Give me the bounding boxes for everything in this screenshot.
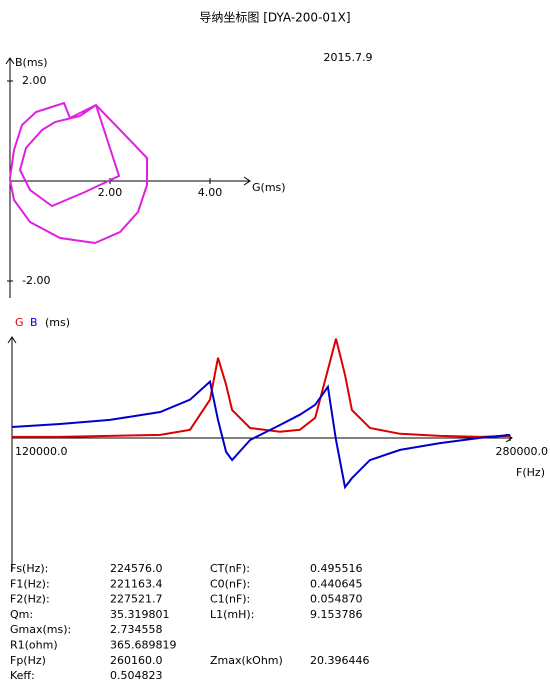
series-line [11,379,511,490]
param-label: Fs(Hz): [10,562,48,575]
param-label: R1(ohm) [10,639,58,652]
param-value: 0.440645 [310,577,363,590]
param-label: Keff: [10,669,35,682]
date: 2015.7.9 [324,51,373,64]
y-axis-label: B(ms) [15,56,48,69]
param-label: C1(nF): [210,593,250,606]
legend-label: B [30,316,38,329]
param-label: Gmax(ms): [10,623,71,636]
param-value: 260160.0 [110,654,163,667]
series-line [12,338,511,438]
x-tick-label: 2.00 [98,186,123,199]
legend-label: G [15,316,24,329]
x-tick-label: 120000.0 [15,445,68,458]
x-tick-label: 280000.0 [496,445,549,458]
param-label: Fp(Hz) [10,654,46,667]
param-value: 0.495516 [310,562,363,575]
param-label: F2(Hz): [10,593,50,606]
param-label: F1(Hz): [10,577,50,590]
param-value: 0.504823 [110,669,163,682]
x-axis-label: G(ms) [252,181,286,194]
x-axis-arrow [243,176,251,186]
param-value: 365.689819 [110,639,176,652]
param-value: 35.319801 [110,608,170,621]
title: 导纳坐标图 [DYA-200-01X] [199,11,350,25]
y-tick-label: -2.00 [22,274,50,287]
param-value: 227521.7 [110,593,163,606]
param-label: C0(nF): [210,577,250,590]
x-axis-label: F(Hz) [516,466,545,479]
param-label: Qm: [10,608,33,621]
param-label: CT(nF): [210,562,250,575]
series-line [9,101,148,245]
param-value: 2.734558 [110,623,163,636]
param-value: 0.054870 [310,593,363,606]
y-tick-label: 2.00 [22,74,47,87]
x-tick-label: 4.00 [198,186,223,199]
param-label: Zmax(kOhm) [210,654,283,667]
param-value: 224576.0 [110,562,163,575]
param-value: 221163.4 [110,577,163,590]
param-value: 9.153786 [310,608,363,621]
param-value: 20.396446 [310,654,370,667]
y-axis-arrow [7,336,17,344]
y-axis-arrow [5,57,15,65]
y-axis-label: (ms) [45,316,70,329]
param-label: L1(mH): [210,608,254,621]
